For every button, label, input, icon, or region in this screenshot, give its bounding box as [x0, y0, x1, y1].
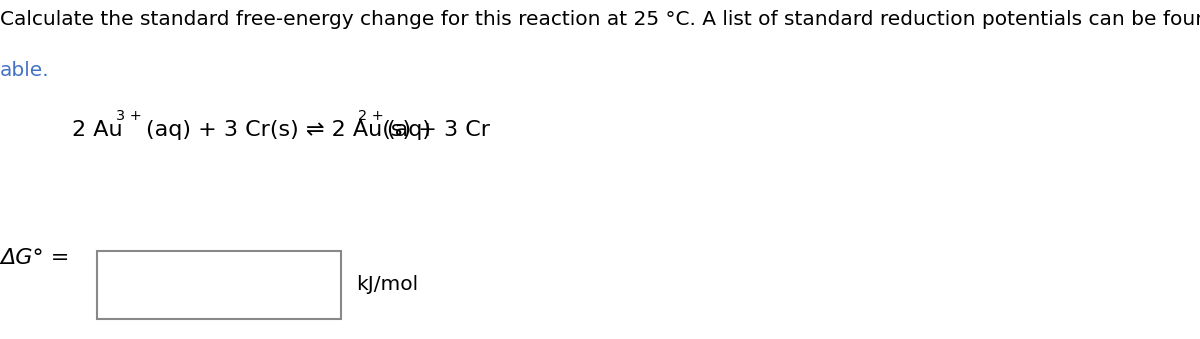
Text: 3 +: 3 +	[116, 109, 142, 123]
Text: Calculate the standard free-energy change for this reaction at 25 °C. A list of : Calculate the standard free-energy chang…	[0, 10, 1200, 29]
Text: ΔG° =: ΔG° =	[0, 248, 70, 268]
FancyBboxPatch shape	[97, 251, 341, 319]
Text: 2 +: 2 +	[358, 109, 383, 123]
Text: able.: able.	[0, 61, 49, 80]
Text: (aq): (aq)	[386, 120, 431, 140]
Text: kJ/mol: kJ/mol	[356, 275, 418, 294]
Text: 2 Au: 2 Au	[72, 120, 122, 140]
Text: (aq) + 3 Cr(s) ⇌ 2 Au(s) + 3 Cr: (aq) + 3 Cr(s) ⇌ 2 Au(s) + 3 Cr	[146, 120, 491, 140]
